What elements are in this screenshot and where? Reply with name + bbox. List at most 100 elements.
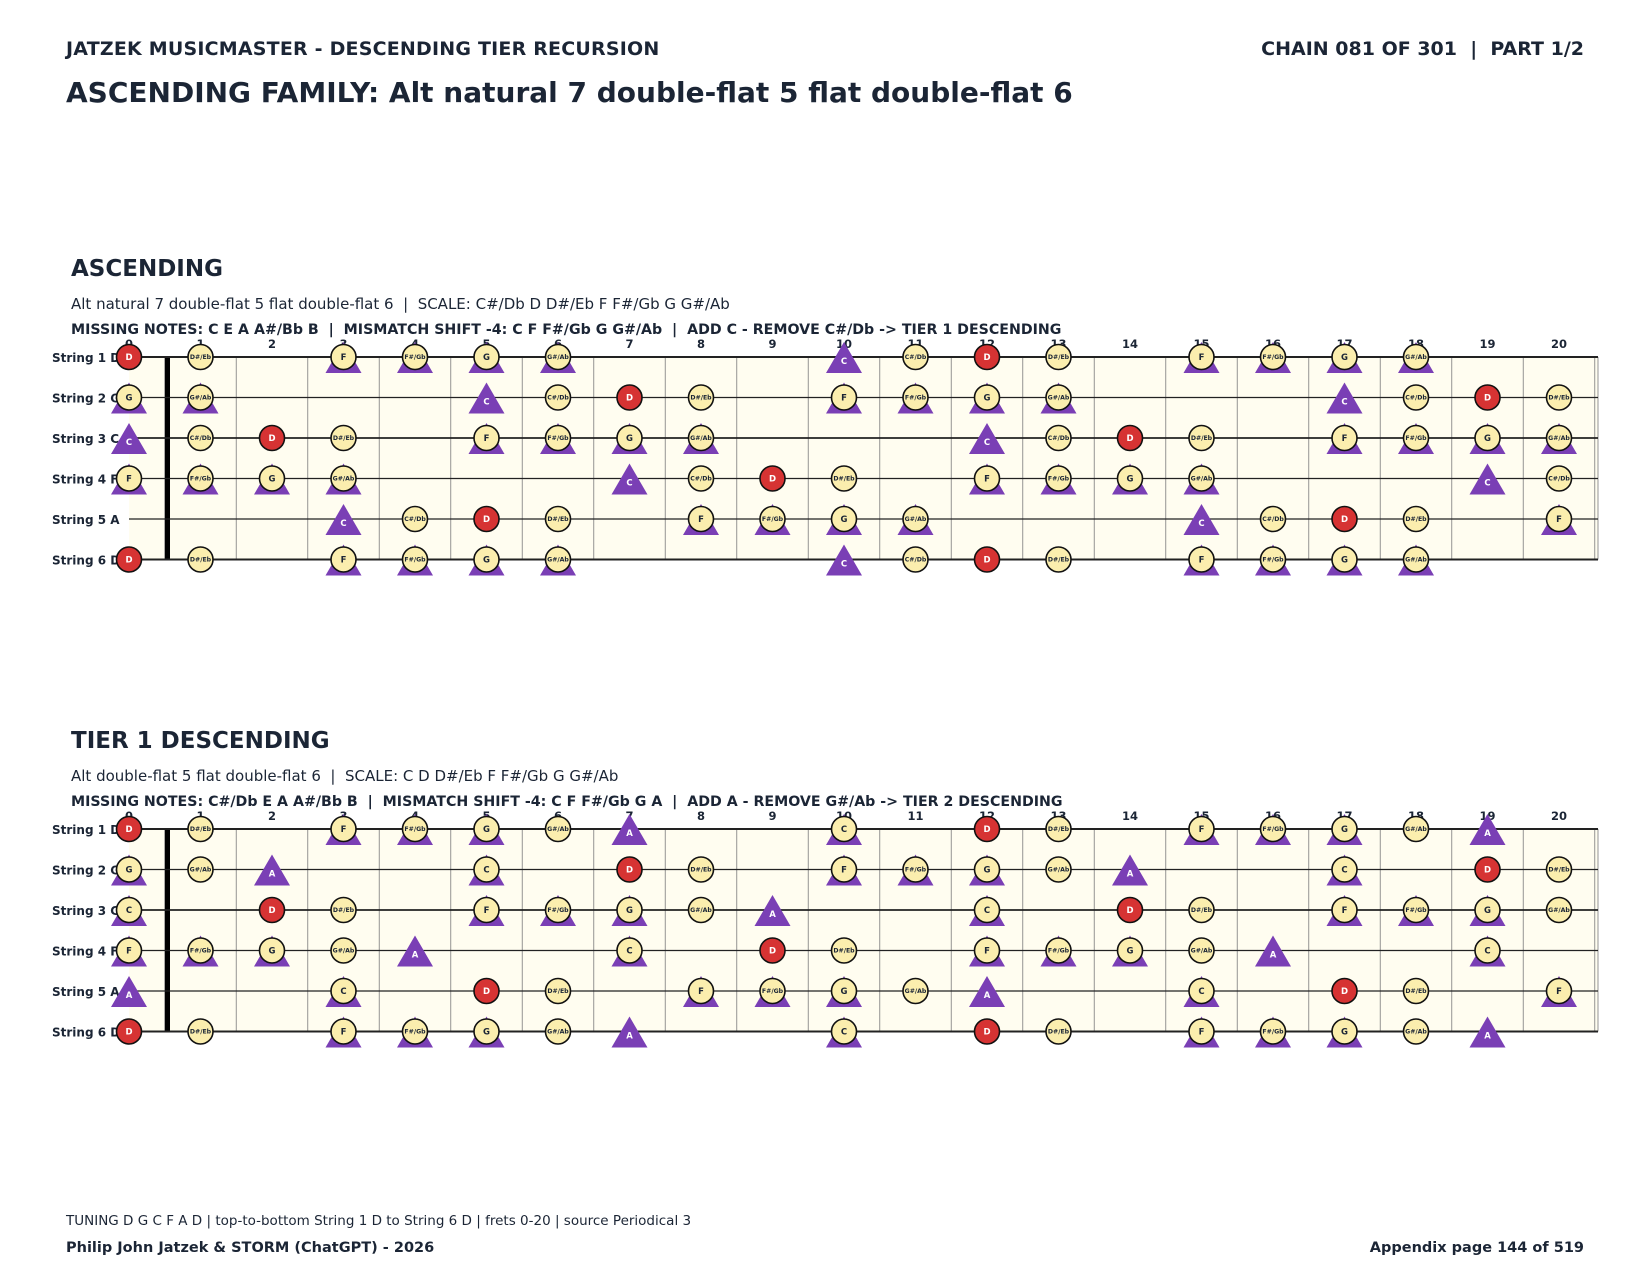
- scale-note-marker: [973, 856, 1001, 883]
- note-label: D#/Eb: [190, 1029, 212, 1036]
- root-note-marker: [616, 384, 643, 411]
- string-label: String 4 F: [52, 945, 118, 959]
- scale-note-marker: [830, 977, 858, 1005]
- note-label: G: [126, 394, 133, 404]
- note-label: F#/Gb: [905, 395, 927, 402]
- scale-note-marker: [1545, 384, 1573, 411]
- note-label: F: [1199, 353, 1205, 363]
- scale-note-marker: [1116, 937, 1144, 964]
- note-label: F#/Gb: [1262, 354, 1284, 361]
- root-note-marker: [115, 343, 143, 371]
- scale-note-marker: [1045, 384, 1072, 411]
- scale-note-marker: [1045, 343, 1072, 371]
- scale-note-marker: [1188, 815, 1215, 843]
- scale-note-marker: [330, 424, 357, 452]
- note-label: D#/Eb: [547, 516, 569, 523]
- scale-note-marker: [1188, 465, 1215, 492]
- scale-note-marker: [687, 384, 715, 411]
- note-label: F: [126, 475, 132, 485]
- scale-note-marker: [616, 424, 643, 452]
- note-label: G#/Ab: [1405, 354, 1427, 361]
- note-label: G: [1341, 556, 1348, 566]
- scale-note-marker: [1045, 815, 1072, 843]
- note-label: G: [483, 825, 490, 835]
- fret-number: 7: [625, 337, 633, 351]
- note-label: F: [698, 515, 704, 525]
- note-label: D: [983, 353, 990, 363]
- scale-note-marker: [1545, 856, 1573, 883]
- triangle-label: C: [483, 398, 489, 408]
- root-note-marker: [973, 1018, 1001, 1045]
- scale-note-marker: [973, 384, 1001, 411]
- triangle-label: A: [269, 870, 276, 880]
- note-label: G#/Ab: [905, 516, 927, 523]
- section-missing-notes: MISSING NOTES: C E A A#/Bb B | MISMATCH …: [71, 322, 1062, 338]
- note-label: D: [268, 906, 275, 916]
- note-label: F: [698, 987, 704, 997]
- triangle-label: C: [340, 519, 346, 529]
- scale-note-marker: [973, 465, 1001, 492]
- note-label: G#/Ab: [690, 435, 712, 442]
- note-label: D#/Eb: [690, 395, 712, 402]
- note-label: F: [1199, 556, 1205, 566]
- note-label: C: [1198, 987, 1204, 997]
- fret-number: 20: [1551, 337, 1567, 351]
- scale-note-marker: [1331, 546, 1358, 573]
- note-label: C#/Db: [690, 476, 712, 483]
- note-label: D#/Eb: [190, 557, 212, 564]
- note-label: D#/Eb: [1048, 1029, 1070, 1036]
- mismatch-triangle: [1469, 814, 1506, 845]
- note-label: F#/Gb: [1048, 948, 1070, 955]
- scale-note-marker: [401, 1018, 429, 1045]
- triangle-label: C: [1198, 519, 1204, 529]
- scale-note-marker: [115, 937, 143, 964]
- note-label: F: [984, 475, 990, 485]
- note-label: D: [1126, 906, 1133, 916]
- triangle-label: A: [769, 910, 776, 920]
- mismatch-triangle: [826, 342, 862, 373]
- triangle-label: A: [626, 1032, 633, 1042]
- note-label: D#/Eb: [1548, 867, 1570, 874]
- note-label: D#/Eb: [190, 826, 212, 833]
- note-label: C#/Db: [404, 516, 426, 523]
- scale-note-marker: [973, 896, 1001, 924]
- section-description: Alt double-flat 5 flat double-flat 6 | S…: [71, 767, 619, 785]
- root-note-marker: [759, 465, 786, 492]
- scale-note-marker: [830, 384, 858, 411]
- root-note-marker: [1474, 384, 1501, 411]
- scale-note-marker: [1045, 937, 1072, 964]
- note-label: G#/Ab: [1548, 435, 1570, 442]
- triangle-label: A: [1484, 829, 1491, 839]
- scale-note-marker: [1331, 856, 1358, 883]
- note-label: G#/Ab: [690, 907, 712, 914]
- note-label: F: [841, 866, 847, 876]
- note-label: G: [1484, 434, 1491, 444]
- scale-note-marker: [187, 384, 214, 411]
- note-label: F: [841, 394, 847, 404]
- triangle-label: A: [984, 991, 991, 1001]
- fret-number: 9: [768, 337, 776, 351]
- scale-note-marker: [258, 937, 286, 964]
- note-label: G: [626, 906, 633, 916]
- note-label: F#/Gb: [404, 557, 426, 564]
- scale-note-marker: [902, 546, 929, 573]
- scale-note-marker: [1188, 1018, 1215, 1045]
- scale-note-marker: [473, 546, 500, 573]
- note-label: F#/Gb: [190, 476, 212, 483]
- scale-note-marker: [330, 343, 357, 371]
- mismatch-triangle: [1469, 1016, 1506, 1048]
- root-note-marker: [473, 505, 500, 533]
- section-missing-notes: MISSING NOTES: C#/Db E A A#/Bb B | MISMA…: [71, 794, 1063, 810]
- scale-note-marker: [544, 815, 572, 843]
- footer-tuning: TUNING D G C F A D | top-to-bottom Strin…: [66, 1213, 692, 1229]
- header-title: JATZEK MUSICMASTER - DESCENDING TIER REC…: [66, 38, 660, 60]
- note-label: F#/Gb: [547, 907, 569, 914]
- note-label: D#/Eb: [547, 988, 569, 995]
- note-label: G#/Ab: [547, 354, 569, 361]
- scale-note-marker: [902, 977, 929, 1005]
- note-label: G: [483, 556, 490, 566]
- fretboard-ascending: String 1 D String 2 G String 3 C String 4 F…: [52, 337, 1599, 576]
- note-label: D#/Eb: [1191, 435, 1213, 442]
- triangle-label: C: [984, 438, 990, 448]
- note-label: F: [341, 825, 347, 835]
